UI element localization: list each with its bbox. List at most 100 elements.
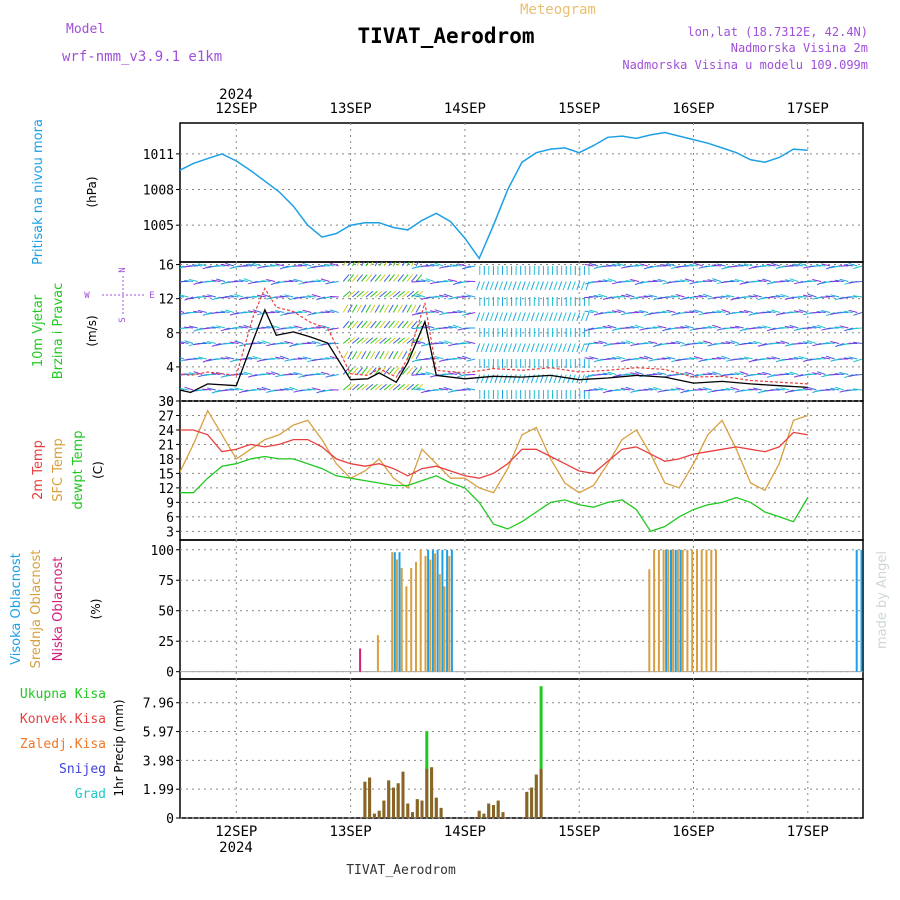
wind-barb [379, 290, 387, 298]
wind-barb [352, 383, 360, 391]
conv-precip-bar [492, 805, 495, 818]
wind-barb [402, 290, 410, 298]
wind-barb [789, 278, 799, 282]
y-tick-label: 21 [158, 438, 174, 453]
wind-barb [853, 265, 863, 270]
wind-barb [434, 389, 444, 391]
wind-barb [825, 355, 835, 360]
wind-barb [452, 264, 462, 267]
wind-barb [680, 326, 690, 329]
y-tick-label: 15 [158, 467, 174, 482]
wind-barb [489, 312, 494, 322]
top-day-label: 12SEP [215, 101, 257, 117]
wind-barb [780, 327, 790, 329]
wind-barb [211, 279, 221, 282]
wind-barb [225, 262, 235, 267]
wind-barb [558, 374, 563, 384]
wind-barb [325, 263, 335, 267]
wind-barb [188, 325, 198, 329]
top-day-label: 15SEP [558, 101, 600, 117]
conv-precip-bar [534, 774, 538, 818]
conv-precip-bar [501, 812, 505, 818]
wind-arrows [180, 262, 863, 400]
wind-barb [743, 309, 753, 313]
wind-barb [526, 281, 531, 291]
wind-barb [535, 281, 540, 291]
cloud-ylabel-1: Visoka Oblacnost [9, 553, 24, 665]
wind-barb [361, 350, 367, 360]
wind-barb [652, 373, 662, 375]
mid-cloud-bar [686, 549, 689, 672]
wind-ylabel-2: Brzina i Pravac [51, 283, 66, 380]
wind-barb [234, 340, 244, 344]
wind-barb [356, 367, 364, 375]
wind-barb [383, 383, 392, 391]
top-day-label: 13SEP [330, 101, 372, 117]
wind-barb [415, 262, 419, 267]
wind-barb [798, 309, 808, 313]
wind-barb [297, 357, 307, 360]
wind-barb [789, 371, 799, 375]
wind-barb [848, 263, 858, 267]
wind-barb [802, 387, 812, 391]
wind-barb [220, 263, 230, 267]
wind-barb [206, 387, 216, 391]
wind-barb [365, 320, 373, 329]
wind-barb [466, 294, 476, 298]
wind-barb [711, 264, 721, 267]
wind-barb [526, 343, 531, 353]
mid-cloud-bar [415, 561, 417, 672]
wind-barb [593, 294, 603, 298]
wind-barb [793, 310, 803, 313]
wind-barb [347, 274, 354, 282]
y-tick-label: 4 [166, 361, 174, 376]
wind-barb [406, 290, 415, 298]
wind-barb [342, 262, 347, 267]
wind-barb [392, 350, 399, 360]
wind-barb [325, 310, 335, 313]
wind-barb [562, 312, 567, 322]
wind-barb [834, 326, 844, 329]
conv-precip-bar [482, 813, 486, 818]
wind-barb [257, 341, 266, 344]
y-tick-label: 9 [166, 496, 174, 511]
wind-barb [356, 350, 362, 360]
wind-barb [498, 281, 503, 291]
wind-barb [388, 350, 394, 360]
y-tick-label: 27 [158, 409, 174, 424]
compass-w: W [84, 291, 90, 301]
top-day-label: 16SEP [672, 101, 714, 117]
wind-barb [397, 350, 403, 360]
precip-legend-grad: Grad [75, 787, 106, 802]
wind-barb [356, 337, 365, 344]
wind-barb [438, 294, 449, 298]
wind-barb [347, 383, 356, 391]
wind-barb [816, 371, 826, 375]
wind-barb [544, 281, 549, 291]
wind-barb [853, 295, 863, 298]
wind-barb [634, 264, 644, 267]
wind-barb [180, 294, 189, 298]
y-tick-label: 1011 [143, 148, 174, 163]
wind-barb [351, 304, 358, 313]
wind-barb [584, 357, 594, 360]
wind-barb [639, 263, 649, 267]
wind-barb [342, 383, 351, 391]
temp-ylabel-2: SFC Temp [51, 438, 66, 502]
conv-precip-bar [382, 800, 386, 818]
wind-barb [812, 325, 822, 329]
wind-barb [425, 324, 435, 329]
wind-barb [616, 295, 626, 298]
wind-barb [762, 278, 772, 282]
wind-barb [356, 262, 360, 267]
wind-barb [489, 343, 494, 353]
conv-precip-bar [377, 810, 381, 818]
y-tick-label: 3 [166, 525, 174, 540]
bottom-day-label: 15SEP [558, 824, 600, 840]
wind-barb [420, 372, 430, 375]
wind-barb [625, 280, 635, 282]
wind-barb [848, 356, 858, 360]
y-tick-label: 25 [158, 635, 174, 650]
wind-barb [261, 293, 271, 298]
wind-barb [411, 265, 421, 269]
